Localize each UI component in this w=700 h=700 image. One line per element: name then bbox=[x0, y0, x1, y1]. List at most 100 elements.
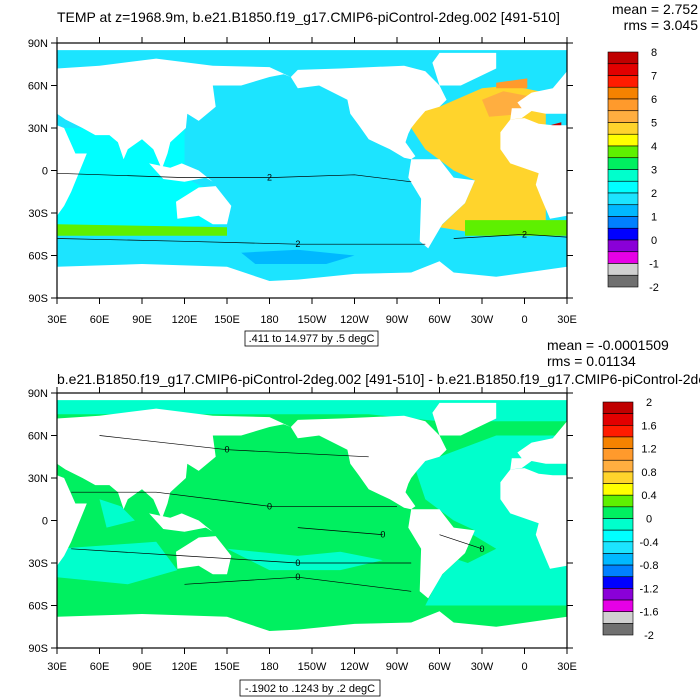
contour-label: 2 bbox=[295, 239, 300, 249]
land-antarctica bbox=[57, 611, 567, 648]
colorbar-label: 1 bbox=[651, 212, 657, 224]
land-samerica bbox=[408, 509, 475, 599]
colorbar-label: -1.2 bbox=[640, 583, 659, 595]
value-region bbox=[57, 541, 178, 585]
plot-title: b.e21.B1850.f19_g17.CMIP6-piControl-2deg… bbox=[57, 371, 700, 387]
contour-label: 0 bbox=[267, 501, 272, 511]
y-tick-label: 30S bbox=[28, 208, 48, 220]
x-tick-label: 180 bbox=[260, 314, 278, 326]
colorbar-label: 0 bbox=[646, 514, 652, 526]
contour-label: 0 bbox=[224, 445, 229, 455]
x-tick-label: 30E bbox=[557, 661, 577, 673]
value-region bbox=[465, 220, 567, 236]
colorbar-box bbox=[602, 518, 634, 531]
x-tick-label: 90W bbox=[386, 661, 409, 673]
contour-label: 0 bbox=[295, 558, 300, 568]
colorbar-label: 1.2 bbox=[641, 444, 656, 456]
land-polarcap bbox=[57, 43, 567, 51]
x-tick-label: 120E bbox=[172, 314, 198, 326]
contour-line bbox=[71, 548, 412, 564]
contour-label: 0 bbox=[295, 572, 300, 582]
colorbar-label: -1.6 bbox=[640, 607, 659, 619]
x-tick-label: 30E bbox=[47, 661, 67, 673]
range-box bbox=[239, 679, 381, 697]
land-europe bbox=[510, 421, 567, 470]
contour-line bbox=[56, 172, 412, 183]
colorbar-box bbox=[607, 86, 639, 100]
colorbar-box bbox=[602, 599, 634, 612]
colorbar-label: 0.4 bbox=[641, 490, 656, 502]
colorbar-label: 1.6 bbox=[641, 420, 656, 432]
colorbar-box bbox=[607, 51, 639, 65]
x-tick-label: 60W bbox=[428, 661, 451, 673]
contour-line bbox=[453, 233, 568, 239]
colorbar-box bbox=[602, 611, 634, 624]
y-tick-label: 60N bbox=[28, 81, 48, 93]
colorbar-box bbox=[607, 145, 639, 159]
y-tick-label: 90S bbox=[28, 293, 48, 305]
colorbar-box bbox=[602, 588, 634, 601]
land-europe bbox=[510, 71, 567, 120]
colorbar-label: 0 bbox=[651, 235, 657, 247]
land-australia bbox=[176, 186, 232, 225]
colorbar-box bbox=[607, 98, 639, 112]
y-tick-label: 0 bbox=[42, 516, 48, 528]
y-tick-label: 90N bbox=[28, 388, 48, 400]
x-tick-label: 180 bbox=[260, 661, 278, 673]
land-greenland bbox=[432, 52, 497, 86]
land-australia bbox=[176, 536, 232, 575]
land-polarcap bbox=[57, 393, 567, 401]
colorbar-box bbox=[602, 576, 634, 589]
colorbar-box bbox=[602, 413, 634, 426]
rms-label: rms = 0.01134 bbox=[547, 353, 636, 369]
x-tick-label: 60W bbox=[428, 314, 451, 326]
value-region bbox=[57, 224, 227, 236]
colorbar-box bbox=[602, 541, 634, 554]
land-eurasia bbox=[57, 58, 291, 170]
colorbar-box bbox=[602, 471, 634, 484]
colorbar-box bbox=[602, 401, 634, 414]
plot-title: TEMP at z=1968.9m, b.e21.B1850.f19_g17.C… bbox=[57, 9, 560, 25]
colorbar-label: 7 bbox=[651, 71, 657, 83]
map-panel-2: 0 0 0 0 0 0 30E 60E 90E 120E 150E 180 150W 120W 90W 60W… bbox=[28, 337, 700, 697]
x-tick-label: 150E bbox=[214, 314, 240, 326]
colorbar: 8 7 6 5 4 3 2 1 0 -1 -2 bbox=[607, 47, 659, 294]
land-africaW bbox=[500, 118, 567, 219]
y-tick-label: 30N bbox=[28, 473, 48, 485]
colorbar-box bbox=[602, 564, 634, 578]
colorbar-label: 3 bbox=[651, 165, 657, 177]
colorbar-box bbox=[602, 529, 634, 543]
x-tick-label: 90W bbox=[386, 314, 409, 326]
land-africaW bbox=[500, 468, 567, 569]
colorbar-box bbox=[602, 424, 634, 438]
y-tick-label: 90S bbox=[28, 643, 48, 655]
colorbar-box bbox=[607, 133, 639, 147]
value-region bbox=[227, 548, 383, 571]
colorbar-box bbox=[607, 122, 639, 135]
x-tick-label: 0 bbox=[521, 314, 527, 326]
colorbar-box bbox=[602, 483, 634, 496]
y-tick-label: 30S bbox=[28, 558, 48, 570]
x-tick-label: 30W bbox=[471, 661, 494, 673]
y-tick-label: 60S bbox=[28, 601, 48, 613]
colorbar-box bbox=[607, 263, 639, 276]
colorbar-label: -2 bbox=[649, 282, 659, 294]
colorbar-label: -1 bbox=[649, 259, 659, 271]
colorbar-label: 2 bbox=[646, 397, 652, 409]
x-tick-label: 60E bbox=[90, 314, 110, 326]
mean-label: mean = 2.752 bbox=[612, 1, 698, 17]
x-tick-label: 120E bbox=[172, 661, 198, 673]
contour-line bbox=[297, 527, 383, 536]
range-label: .411 to 14.977 by .5 degC bbox=[249, 333, 375, 345]
colorbar-box bbox=[607, 239, 639, 253]
range-box bbox=[244, 330, 379, 347]
x-tick-label: 30W bbox=[471, 314, 494, 326]
colorbar: 2 1.6 1.2 0.8 0.4 0 -0.4 -0.8 -1.2 -1.6 -2 bbox=[602, 397, 659, 642]
x-tick-label: 0 bbox=[521, 661, 527, 673]
colorbar-box bbox=[607, 110, 639, 123]
y-tick-label: 90N bbox=[28, 38, 48, 50]
land-greenland bbox=[432, 402, 497, 436]
contour-label: 2 bbox=[267, 173, 272, 183]
